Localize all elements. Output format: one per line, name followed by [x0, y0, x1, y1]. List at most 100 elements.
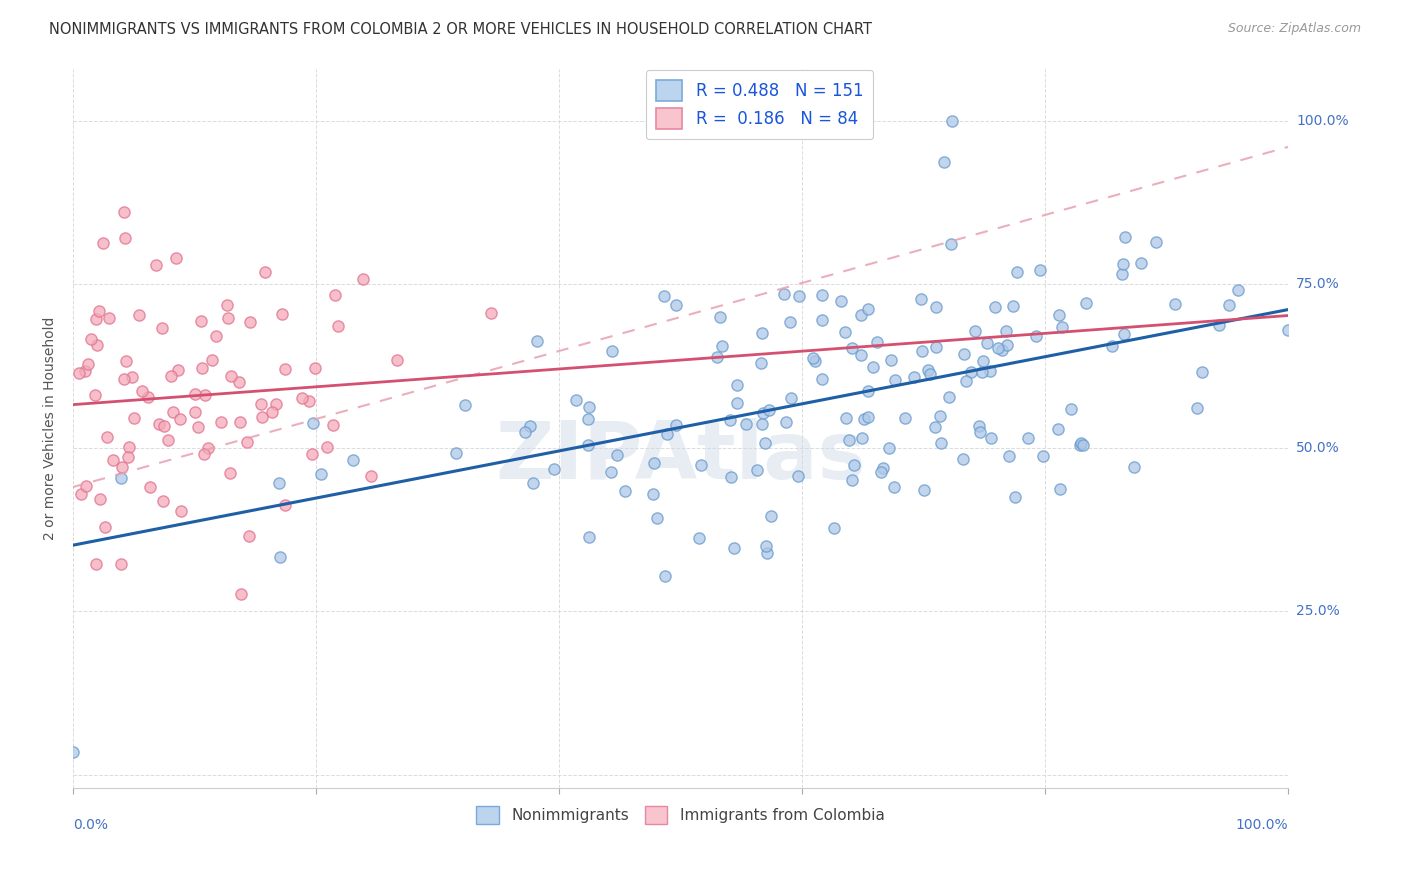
Point [725, 395, 748, 409]
Point [856, 302, 879, 317]
Point [880, 353, 903, 368]
Point [304, 361, 326, 376]
Point [780, 391, 803, 405]
Point [849, 308, 872, 322]
Point [112, 205, 135, 219]
Point [725, 377, 748, 392]
Point [110, 557, 132, 571]
Point [262, 405, 284, 419]
Point [811, 313, 834, 327]
Point [804, 354, 827, 368]
Point [153, 418, 176, 433]
Point [1112, 327, 1135, 342]
Point [979, 364, 1001, 378]
Point [190, 313, 212, 327]
Point [543, 462, 565, 476]
Point [1025, 328, 1047, 343]
Point [775, 416, 797, 430]
Point [193, 447, 215, 461]
Point [952, 347, 974, 361]
Text: 50.0%: 50.0% [1296, 441, 1340, 455]
Point [87, 304, 110, 318]
Point [1047, 308, 1070, 322]
Point [939, 236, 962, 251]
Point [316, 440, 339, 454]
Point [995, 338, 1018, 352]
Point [970, 365, 993, 379]
Point [849, 348, 872, 362]
Point [84, 388, 107, 402]
Point [751, 406, 773, 420]
Point [322, 417, 344, 432]
Point [209, 415, 232, 429]
Point [110, 471, 132, 485]
Point [1122, 459, 1144, 474]
Point [205, 329, 228, 343]
Point [911, 343, 934, 358]
Point [613, 483, 636, 498]
Point [183, 386, 205, 401]
Point [1226, 283, 1249, 297]
Point [772, 286, 794, 301]
Point [1005, 265, 1028, 279]
Point [652, 289, 675, 303]
Point [1004, 490, 1026, 504]
Point [86, 557, 108, 571]
Point [841, 341, 863, 355]
Point [842, 458, 865, 472]
Point [111, 459, 134, 474]
Point [654, 568, 676, 582]
Point [786, 469, 808, 483]
Point [301, 447, 323, 461]
Point [1017, 431, 1039, 445]
Point [751, 417, 773, 431]
Point [62, 745, 84, 759]
Point [665, 418, 688, 433]
Point [723, 541, 745, 556]
Point [756, 545, 779, 559]
Point [228, 375, 250, 389]
Point [745, 462, 768, 476]
Point [267, 475, 290, 490]
Text: 100.0%: 100.0% [1296, 114, 1348, 128]
Point [932, 155, 955, 169]
Point [326, 318, 349, 333]
Point [990, 343, 1012, 357]
Point [75, 479, 97, 493]
Point [720, 470, 742, 484]
Point [576, 412, 599, 426]
Point [162, 405, 184, 419]
Point [1101, 339, 1123, 353]
Point [187, 420, 209, 434]
Point [754, 436, 776, 450]
Point [952, 452, 974, 467]
Point [1071, 438, 1094, 452]
Point [969, 425, 991, 439]
Point [117, 450, 139, 464]
Point [910, 292, 932, 306]
Point [688, 531, 710, 545]
Point [103, 453, 125, 467]
Point [761, 509, 783, 524]
Point [522, 476, 544, 491]
Point [851, 431, 873, 445]
Point [997, 449, 1019, 463]
Point [578, 400, 600, 414]
Point [1001, 299, 1024, 313]
Point [169, 411, 191, 425]
Point [984, 300, 1007, 314]
Point [1069, 438, 1091, 452]
Point [689, 458, 711, 472]
Point [360, 469, 382, 483]
Point [122, 411, 145, 425]
Text: 75.0%: 75.0% [1296, 277, 1340, 292]
Point [309, 467, 332, 482]
Point [841, 473, 863, 487]
Point [862, 360, 884, 375]
Point [513, 425, 536, 440]
Point [250, 397, 273, 411]
Point [444, 446, 467, 460]
Point [1144, 235, 1167, 249]
Point [600, 466, 623, 480]
Point [883, 480, 905, 494]
